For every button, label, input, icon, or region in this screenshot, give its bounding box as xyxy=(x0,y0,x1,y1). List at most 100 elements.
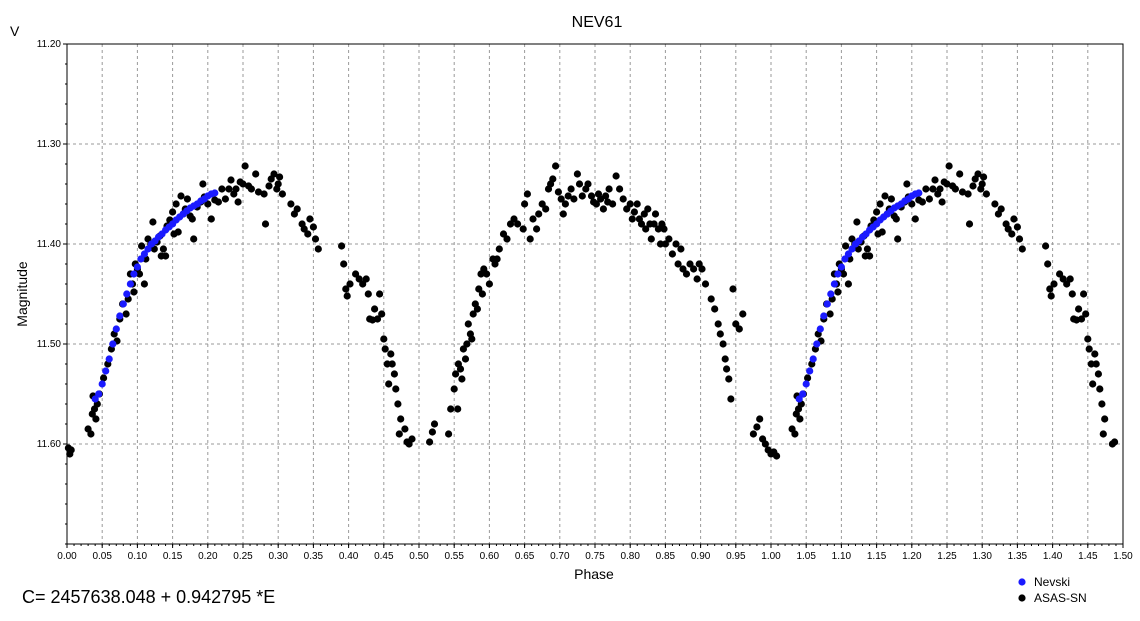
data-point xyxy=(211,189,219,197)
data-point xyxy=(587,192,596,200)
x-tick-label: 0.55 xyxy=(444,551,464,562)
data-point xyxy=(564,192,572,200)
data-point xyxy=(644,205,652,213)
data-point xyxy=(521,200,529,208)
data-point xyxy=(841,255,849,263)
legend: Nevski ASAS-SN xyxy=(1018,575,1087,605)
data-point xyxy=(795,395,803,403)
data-point xyxy=(573,170,582,178)
data-point xyxy=(557,195,565,203)
data-point xyxy=(834,288,842,296)
data-point xyxy=(1091,350,1099,358)
data-point xyxy=(385,380,393,388)
data-point xyxy=(1077,315,1086,323)
legend-label: Nevski xyxy=(1034,575,1070,589)
data-point xyxy=(853,218,861,226)
data-point xyxy=(616,185,624,193)
x-tick-label: 0.00 xyxy=(57,551,77,562)
data-point xyxy=(232,185,240,193)
data-point xyxy=(773,452,781,460)
data-point xyxy=(844,250,853,258)
x-tick-label: 0.80 xyxy=(620,551,640,562)
x-tick-label: 0.65 xyxy=(515,551,535,562)
data-point xyxy=(1066,275,1074,283)
data-point xyxy=(727,395,735,403)
data-point xyxy=(390,370,398,378)
data-point xyxy=(311,235,320,243)
data-point xyxy=(630,208,639,216)
data-point xyxy=(126,280,134,288)
data-point xyxy=(1050,280,1058,288)
data-point xyxy=(799,390,807,398)
x-tick-label: 1.15 xyxy=(867,551,887,562)
data-point xyxy=(174,228,182,236)
data-point xyxy=(172,200,180,208)
data-point xyxy=(756,415,764,423)
data-point xyxy=(523,190,532,198)
data-point xyxy=(287,200,295,208)
data-point xyxy=(931,176,939,184)
legend-marker xyxy=(1018,578,1026,586)
data-point xyxy=(951,185,960,193)
data-point xyxy=(225,185,233,193)
data-point xyxy=(430,420,439,428)
data-point xyxy=(945,162,953,170)
data-point xyxy=(1085,345,1093,353)
x-tick-label: 1.05 xyxy=(796,551,816,562)
data-point xyxy=(388,360,396,368)
data-point xyxy=(964,190,972,198)
data-point xyxy=(1013,223,1022,231)
data-point xyxy=(813,340,821,348)
data-point xyxy=(188,215,196,223)
ephemeris-formula: C= 2457638.048 + 0.942795 *E xyxy=(22,587,276,607)
data-point xyxy=(495,245,503,253)
data-point xyxy=(380,335,388,343)
x-tick-label: 1.45 xyxy=(1078,551,1098,562)
data-point xyxy=(169,208,177,216)
data-point xyxy=(1111,438,1119,446)
data-point xyxy=(362,275,370,283)
data-point xyxy=(796,415,804,423)
data-point xyxy=(1075,305,1083,313)
data-point xyxy=(830,280,839,288)
data-point xyxy=(881,192,889,200)
data-point xyxy=(1098,400,1106,408)
data-point xyxy=(903,180,911,188)
data-point xyxy=(458,375,466,383)
data-point xyxy=(1047,292,1055,300)
data-point xyxy=(929,185,937,193)
data-point xyxy=(753,423,761,431)
data-point xyxy=(619,195,627,203)
x-tick-label: 0.10 xyxy=(128,551,148,562)
data-point xyxy=(1044,260,1052,268)
data-point xyxy=(679,265,687,273)
data-point xyxy=(91,395,99,403)
data-point xyxy=(450,385,458,393)
data-point xyxy=(1094,370,1102,378)
data-point xyxy=(592,200,601,208)
data-point xyxy=(483,270,491,278)
data-point xyxy=(908,200,916,208)
data-point xyxy=(714,320,722,328)
data-point xyxy=(915,189,923,197)
data-point xyxy=(575,180,584,188)
data-point xyxy=(943,180,951,188)
data-point xyxy=(707,295,715,303)
data-point xyxy=(677,245,685,253)
y-tick-label: 11.30 xyxy=(37,139,62,150)
legend-label: ASAS-SN xyxy=(1034,591,1087,605)
data-point xyxy=(340,260,348,268)
data-point xyxy=(1084,335,1092,343)
data-point xyxy=(561,200,570,208)
data-point xyxy=(578,192,586,200)
data-point xyxy=(848,245,856,253)
data-point xyxy=(698,265,706,273)
data-point xyxy=(674,260,682,268)
data-point xyxy=(668,250,677,258)
data-point xyxy=(956,170,964,178)
data-point xyxy=(1010,215,1018,223)
data-point xyxy=(922,185,930,193)
data-point xyxy=(701,280,710,288)
data-point xyxy=(567,185,575,193)
data-point xyxy=(936,185,944,193)
